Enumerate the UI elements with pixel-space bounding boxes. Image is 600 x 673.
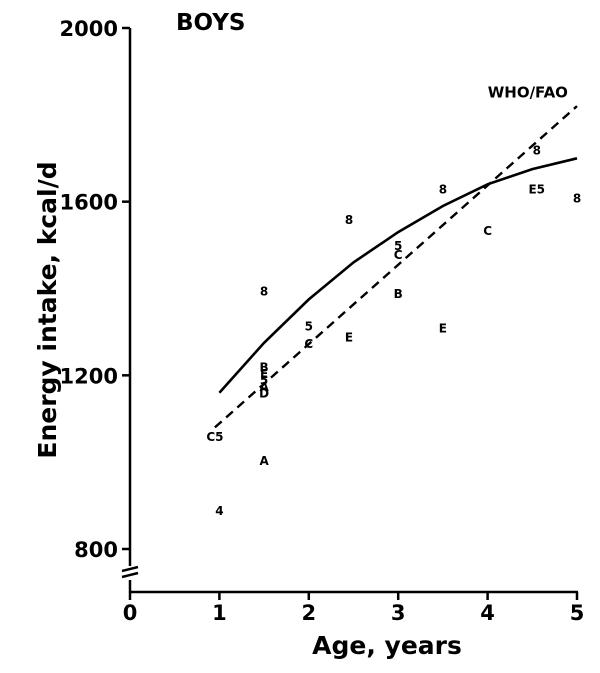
- data-point: A: [259, 380, 269, 394]
- data-point: 5: [305, 319, 313, 333]
- data-point: 8: [573, 191, 581, 205]
- data-point: B: [260, 361, 269, 375]
- data-point: E: [260, 367, 268, 381]
- data-point: C: [394, 248, 403, 262]
- annotation-label: WHO/FAO: [488, 83, 568, 101]
- axes: [121, 28, 578, 594]
- curves: [214, 105, 578, 429]
- data-point: 5: [394, 239, 402, 253]
- data-point: C5: [206, 430, 223, 444]
- y-axis-break-marker: [121, 565, 139, 579]
- ticks: 0 1 2 3 4 5 800 1200 1600 2000: [60, 17, 585, 625]
- y-tick-label: 2000: [60, 17, 118, 41]
- data-point: A: [259, 454, 269, 468]
- x-tick-label: 2: [301, 601, 316, 625]
- data-point: E: [345, 330, 353, 344]
- y-tick-label: 1200: [60, 364, 118, 388]
- x-tick-label: 4: [480, 601, 495, 625]
- data-point: 8: [439, 183, 447, 197]
- data-point: C: [304, 337, 313, 351]
- data-point: 4: [215, 504, 223, 518]
- data-point: E: [439, 322, 447, 336]
- x-tick-label: 3: [391, 601, 406, 625]
- data-point: D: [259, 387, 269, 401]
- fitted-curve: [218, 157, 578, 394]
- data-point: 8: [345, 213, 353, 227]
- y-tick-label: 800: [74, 538, 118, 562]
- data-point: 5: [260, 374, 268, 388]
- data-point: E5: [528, 183, 545, 197]
- x-tick-label: 5: [570, 601, 585, 625]
- y-tick-label: 1600: [60, 191, 118, 215]
- annotations: WHO/FAO: [488, 83, 568, 101]
- data-point: 8: [533, 144, 541, 158]
- x-tick-label: 0: [123, 601, 138, 625]
- data-point: B: [394, 287, 403, 301]
- x-tick-label: 1: [212, 601, 227, 625]
- x-axis-title: Age, years: [312, 631, 462, 660]
- data-point: C: [483, 224, 492, 238]
- y-axis-title: Energy intake, kcal/d: [33, 161, 62, 458]
- reference-line: [214, 105, 578, 429]
- chart-title: BOYS: [176, 10, 245, 36]
- data-point: 8: [260, 285, 268, 299]
